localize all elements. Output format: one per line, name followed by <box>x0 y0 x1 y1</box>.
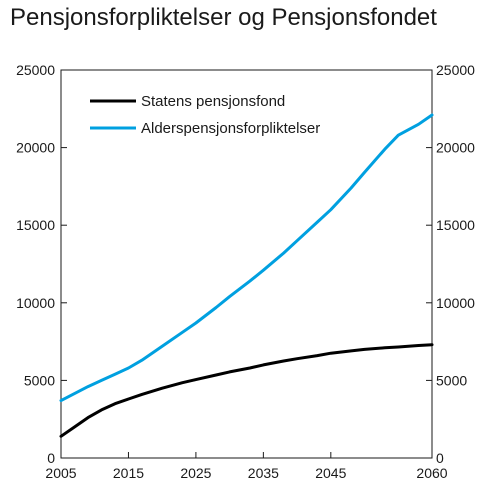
legend-label-1: Statens pensjonsfond <box>141 93 285 110</box>
plot-frame <box>60 69 433 459</box>
y-tick-label-right: 5000 <box>436 372 467 388</box>
y-tick-label-right: 15000 <box>436 217 475 233</box>
chart-title: Pensjonsforpliktelser og Pensjonsfondet <box>10 4 437 31</box>
y-tick-label-left: 5000 <box>24 372 55 388</box>
y-tick-label-right: 10000 <box>436 295 475 311</box>
x-tick-label: 2005 <box>45 465 76 481</box>
y-tick-label-right: 25000 <box>436 62 475 78</box>
y-tick-label-left: 20000 <box>16 140 55 156</box>
y-tick-label-left: 10000 <box>16 295 55 311</box>
legend-label-2: Alderspensjonsforpliktelser <box>141 120 320 137</box>
series-line-1 <box>59 343 434 438</box>
y-tick-label-right: 20000 <box>436 140 475 156</box>
y-tick-label-left: 15000 <box>16 217 55 233</box>
x-tick-label: 2060 <box>416 465 447 481</box>
x-tick-label: 2045 <box>315 465 346 481</box>
y-tick-label-left: 25000 <box>16 62 55 78</box>
series-line-2 <box>59 113 434 403</box>
y-tick-label-right: 0 <box>436 450 444 466</box>
y-tick-label-left: 0 <box>47 450 55 466</box>
x-tick-label: 2015 <box>113 465 144 481</box>
x-tick-label: 2025 <box>180 465 211 481</box>
x-tick-label: 2035 <box>248 465 279 481</box>
